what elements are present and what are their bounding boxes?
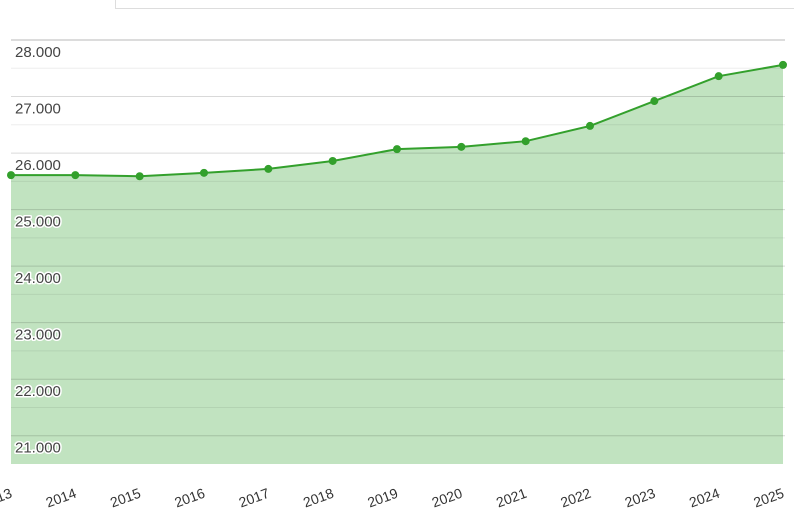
- x-tick-label: 2013: [0, 485, 14, 511]
- x-tick-label: 2014: [44, 485, 79, 511]
- x-tick-label: 2022: [558, 485, 593, 511]
- x-tick-label: 2025: [751, 485, 786, 511]
- x-tick-label: 2021: [494, 485, 529, 511]
- point: [135, 172, 144, 181]
- x-tick-label: 2017: [237, 485, 272, 511]
- tab-border: [115, 0, 794, 9]
- y-tick-label: 22.000: [15, 383, 61, 400]
- y-tick-label: 26.000: [15, 157, 61, 174]
- x-tick-label: 2020: [430, 485, 465, 511]
- point: [457, 142, 466, 151]
- y-tick-label: 23.000: [15, 327, 61, 344]
- y-tick-label: 27.000: [15, 101, 61, 118]
- point: [714, 72, 723, 81]
- y-tick-label: 25.000: [15, 214, 61, 231]
- point: [264, 164, 273, 173]
- area-fill: [11, 64, 783, 464]
- y-tick-label: 21.000: [15, 440, 61, 457]
- x-tick-label: 2015: [108, 485, 143, 511]
- x-tick-label: 2016: [172, 485, 207, 511]
- tab-bar: [0, 0, 794, 8]
- point: [200, 168, 208, 177]
- x-tick-label: 2019: [365, 485, 400, 511]
- point: [71, 171, 80, 180]
- x-tick-label: 2018: [301, 485, 336, 511]
- point: [328, 156, 337, 165]
- point: [779, 60, 787, 69]
- y-tick-label: 24.000: [15, 270, 61, 287]
- x-tick-label: 2023: [623, 485, 658, 511]
- point: [650, 97, 659, 106]
- point: [586, 121, 594, 130]
- x-tick-label: 2024: [687, 485, 722, 511]
- point: [393, 145, 401, 154]
- point: [7, 171, 15, 180]
- y-tick-label: 28.000: [15, 44, 61, 61]
- point: [521, 137, 530, 146]
